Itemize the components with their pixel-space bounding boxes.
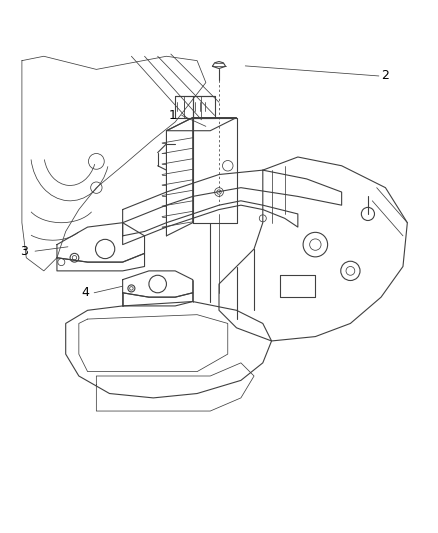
Text: 4: 4 — [81, 286, 89, 300]
Text: 2: 2 — [381, 69, 389, 83]
Text: 3: 3 — [20, 245, 28, 257]
Text: 1: 1 — [169, 109, 177, 122]
